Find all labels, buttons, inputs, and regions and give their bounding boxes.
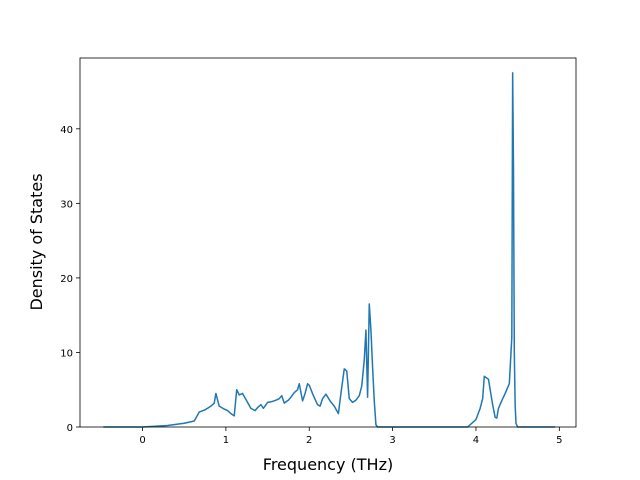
y-tick-label: 30 — [60, 199, 73, 210]
x-axis-ticks: 0 1 2 3 4 5 — [139, 427, 563, 446]
x-tick-label: 0 — [139, 435, 145, 446]
y-axis-label: Density of States — [27, 173, 46, 310]
plot-frame — [79, 57, 577, 428]
x-tick-label: 1 — [223, 435, 229, 446]
y-tick-label: 0 — [67, 423, 73, 434]
x-tick-label: 3 — [389, 435, 395, 446]
y-tick-label: 10 — [60, 348, 73, 359]
x-tick-label: 4 — [473, 435, 479, 446]
x-tick-label: 2 — [306, 435, 312, 446]
y-tick-label: 40 — [60, 125, 73, 136]
x-tick-label: 5 — [556, 435, 562, 446]
y-axis-ticks: 0 10 20 30 40 — [60, 125, 80, 434]
series-line — [103, 72, 556, 428]
y-tick-label: 20 — [60, 274, 73, 285]
plot-area — [80, 58, 576, 427]
x-axis-label: Frequency (THz) — [263, 455, 393, 474]
